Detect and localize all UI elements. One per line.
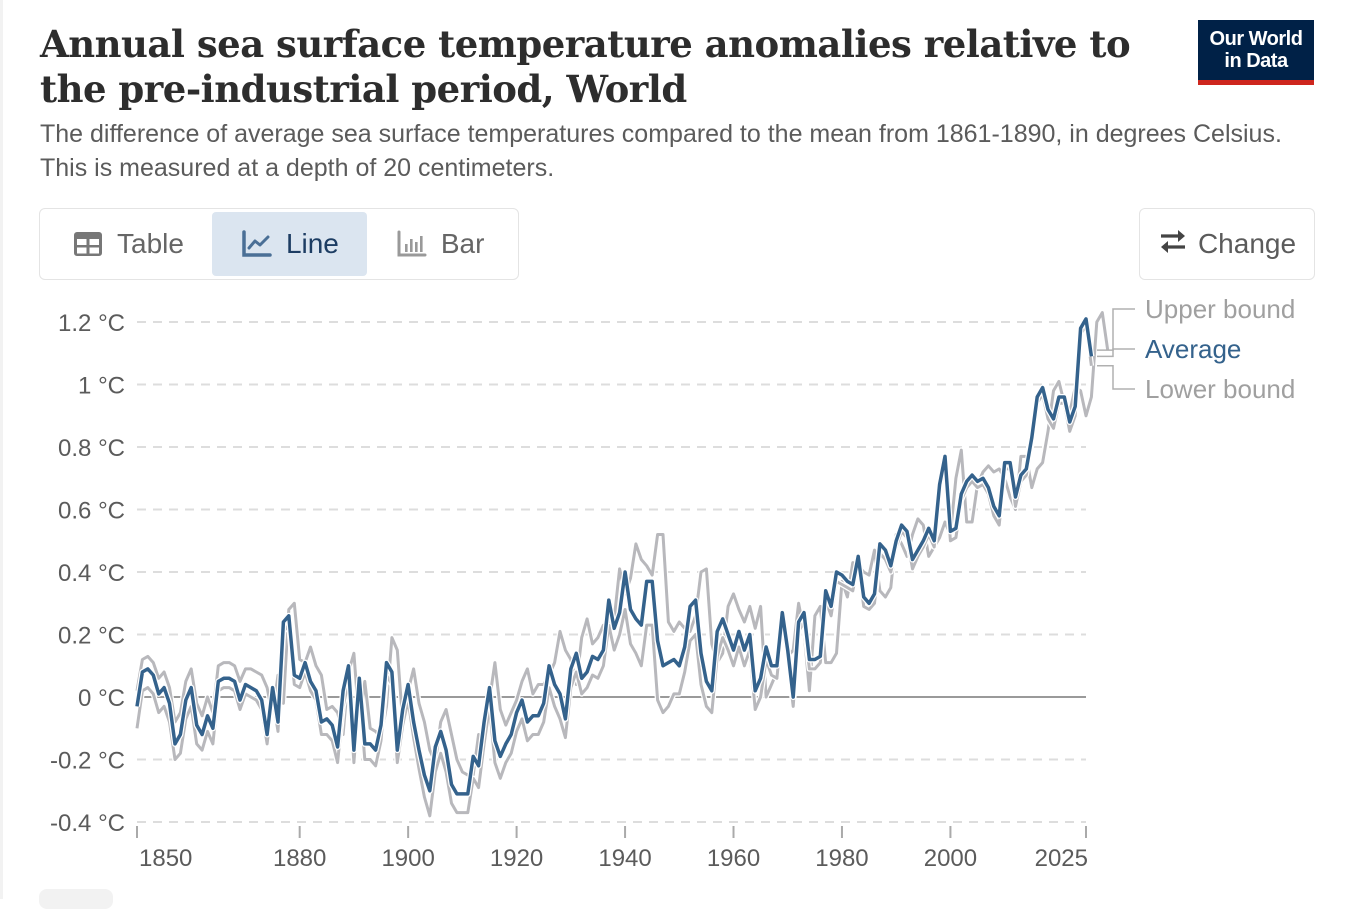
y-tick-label: 0.2 °C [58,623,125,650]
y-tick-label: 1 °C [78,373,125,400]
footer-tab-stub[interactable] [39,889,113,909]
y-axis: -0.4 °C -0.2 °C 0 °C 0.2 °C 0.4 °C 0.6 °C 0.8 … [50,310,125,837]
series-line-lower-bound [135,323,1093,818]
legend-connector [1097,365,1135,390]
change-button[interactable]: Change [1139,208,1315,280]
x-tick-label: 2025 [1035,845,1088,872]
chart-title: Annual sea surface temperature anomalies… [40,22,1131,111]
tab-table[interactable]: Table [43,212,212,276]
x-tick-label: 1960 [707,845,760,872]
tab-table-label: Table [117,228,184,259]
y-tick-label: -0.4 °C [50,810,125,837]
x-tick-label: 1920 [490,845,543,872]
x-tick-label: 1850 [139,845,192,872]
swap-arrows-icon [1158,227,1188,262]
legend-connector [1097,348,1135,358]
grid-layer [137,321,1086,823]
series-halo-average [134,315,1095,797]
y-tick-label: 0 °C [78,685,125,712]
tab-bar[interactable]: Bar [367,212,513,276]
x-tick-label: 1940 [598,845,651,872]
change-button-label: Change [1197,228,1297,259]
tab-bar-label: Bar [440,228,485,259]
series-layer [134,309,1111,819]
frame-edge [0,0,3,899]
y-tick-label: 1.2 °C [58,310,125,337]
legend-label-lower-bound[interactable]: Lower bound [1145,374,1295,404]
view-tabs: Table Line Bar [39,208,519,280]
x-axis: 1850 1880 1900 1920 1940 1960 1980 2000 2025 [136,826,1088,872]
series-halo-upper-bound [134,309,1111,778]
x-tick-label: 1900 [381,845,434,872]
table-icon [73,231,103,257]
logo-line-1: Our World [1209,28,1303,50]
x-tick-label: 1880 [273,845,326,872]
x-tick-label: 1980 [815,845,868,872]
y-tick-label: 0.6 °C [58,498,125,525]
line-chart-icon [242,230,272,258]
tab-line-label: Line [285,228,339,259]
legend-connector [1097,308,1135,351]
owid-logo[interactable]: Our World in Data [1198,20,1314,85]
legend-label-upper-bound[interactable]: Upper bound [1145,294,1295,324]
x-tick-label: 2000 [924,845,977,872]
tab-line[interactable]: Line [211,212,367,276]
series-line-average [135,317,1094,796]
legend: Upper bound Average Lower bound [1097,294,1295,404]
y-tick-label: 0.4 °C [58,560,125,587]
y-tick-label: 0.8 °C [58,435,125,462]
legend-label-average[interactable]: Average [1145,334,1241,364]
logo-line-2: in Data [1224,50,1288,72]
chart-subtitle: The difference of average sea surface te… [40,120,1282,182]
bar-chart-icon [397,230,427,258]
y-tick-label: -0.2 °C [50,748,125,775]
series-halo-lower-bound [134,322,1095,819]
